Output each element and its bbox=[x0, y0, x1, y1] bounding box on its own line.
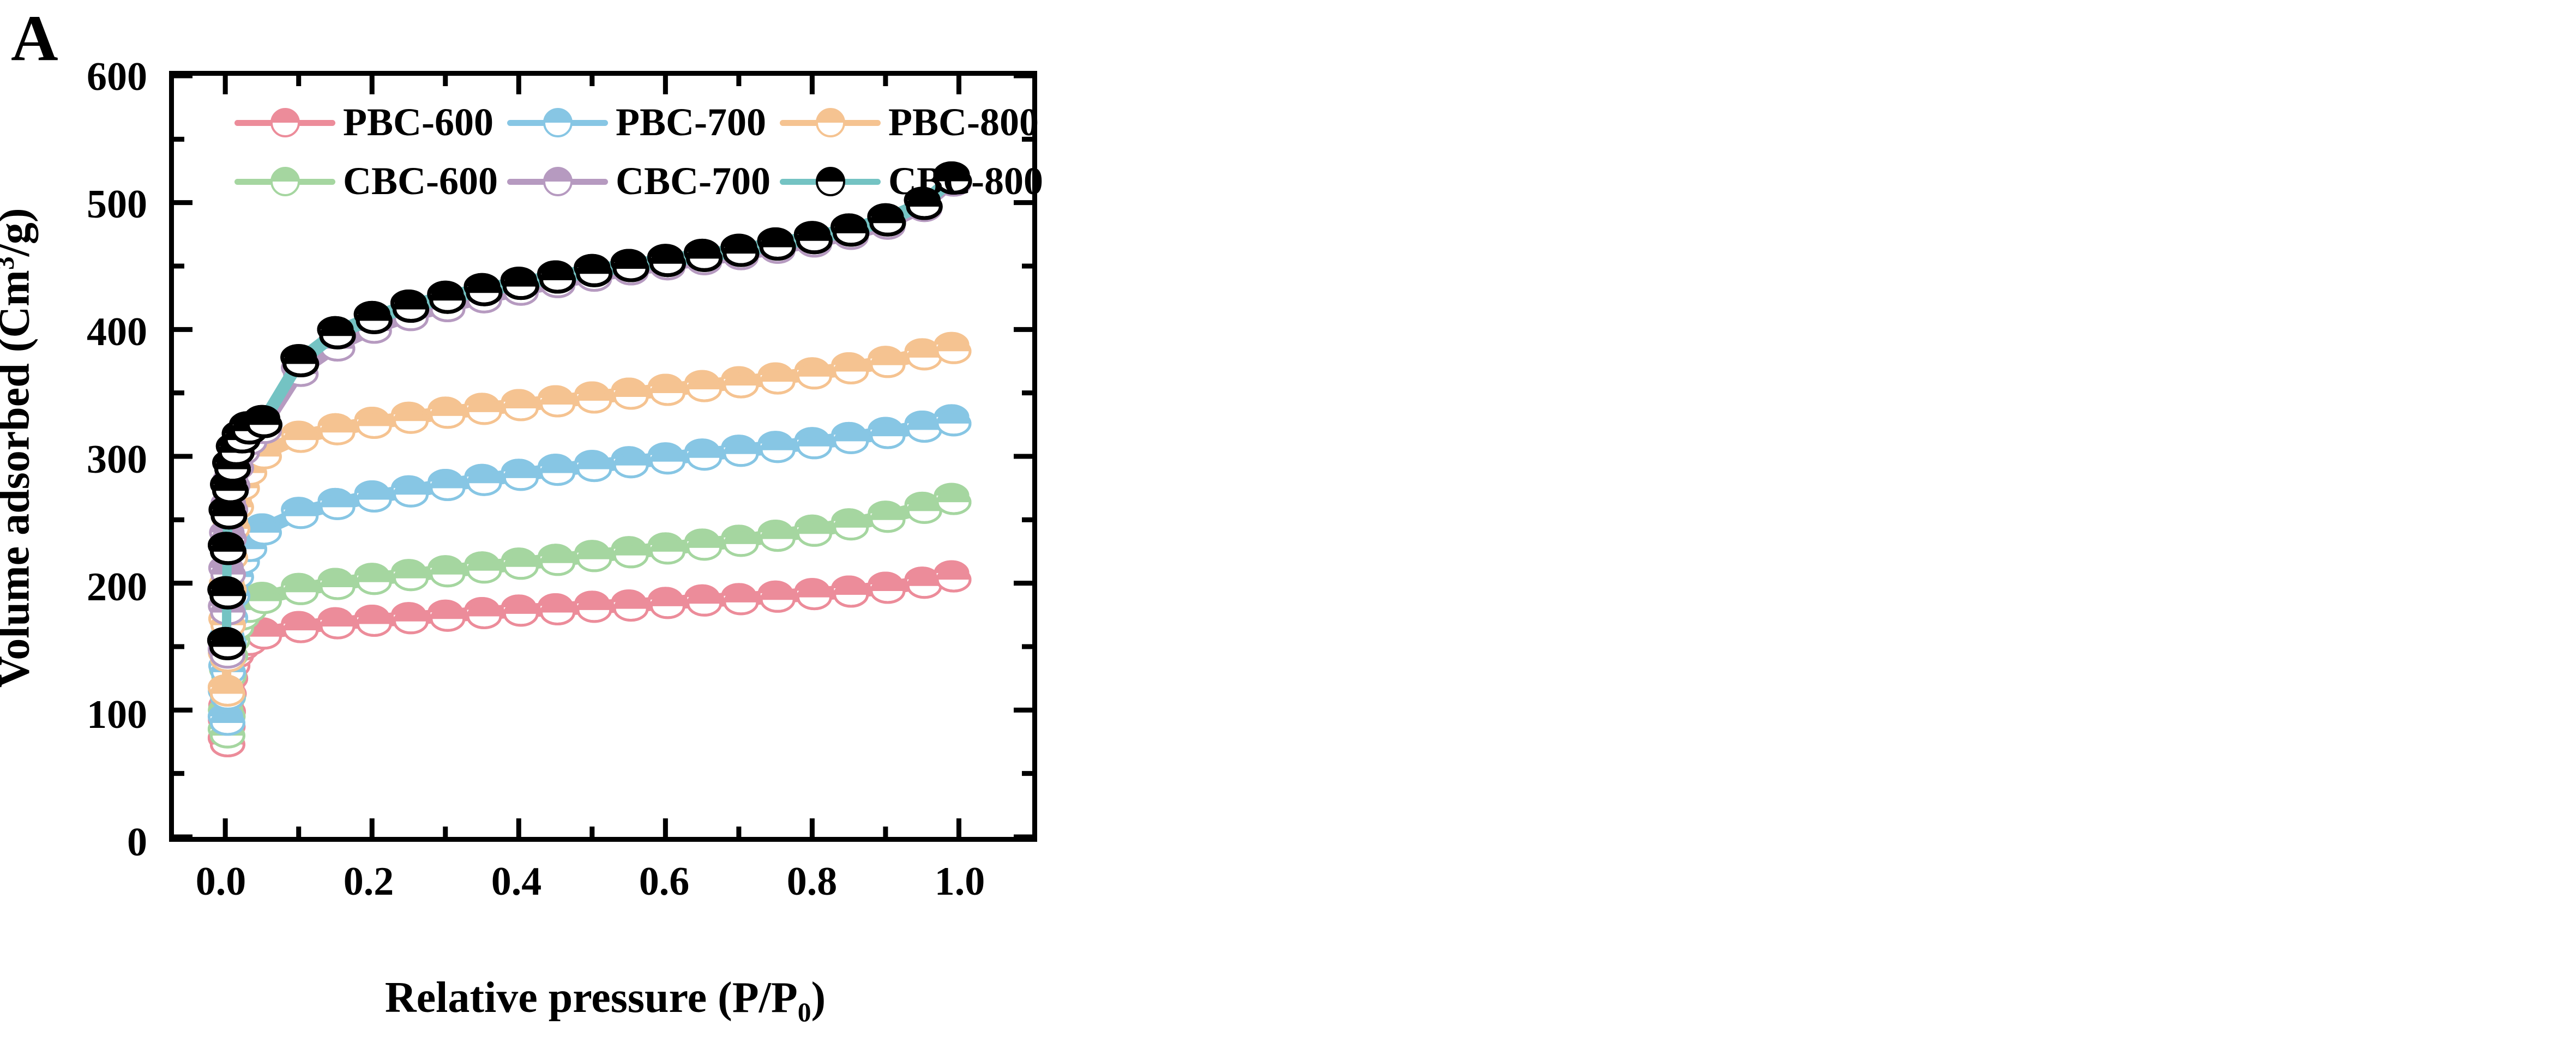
legend-a-item-cbc-600[interactable]: CBC-600 bbox=[234, 161, 507, 201]
panel-a-y-axis-title-main: Volume adsorbed (Cm bbox=[0, 270, 39, 688]
panel-a-y-axis-title-sup: 3 bbox=[0, 256, 20, 270]
legend-a-item-pbc-700[interactable]: PBC-700 bbox=[507, 103, 780, 142]
panel-a-x-axis-title-tail: ) bbox=[811, 974, 826, 1022]
panel-a-xtick-0.8: 0.8 bbox=[786, 859, 838, 904]
panel-a-letter: A bbox=[11, 2, 58, 74]
panel-a: A 0 100 200 300 400 500 600 0.0 0.2 0.4 … bbox=[0, 2, 1052, 1026]
panel-a-x-axis-title-main: Relative pressure (P/P bbox=[384, 974, 798, 1022]
legend-a-item-cbc-800[interactable]: CBC-800 bbox=[780, 161, 1052, 201]
legend-a-swatch-pbc-600 bbox=[234, 106, 335, 138]
panel-a-ytick-400: 400 bbox=[87, 310, 147, 354]
panel-a-xtick-0.2: 0.2 bbox=[343, 859, 394, 904]
panel-a-xtick-0.0: 0.0 bbox=[195, 859, 246, 904]
panel-a-svg bbox=[174, 76, 1032, 837]
panel-a-xtick-1.0: 1.0 bbox=[934, 859, 985, 904]
panel-a-x-axis-title: Relative pressure (P/P0) bbox=[305, 976, 905, 1026]
legend-a-item-cbc-700[interactable]: CBC-700 bbox=[507, 161, 780, 201]
panel-a-y-axis-title: Volume adsorbed (Cm3/g) bbox=[0, 120, 39, 775]
legend-a-swatch-cbc-800 bbox=[780, 165, 881, 197]
legend-a-item-pbc-600[interactable]: PBC-600 bbox=[234, 103, 507, 142]
legend-a-label-pbc-600: PBC-600 bbox=[343, 100, 493, 144]
panel-a-plot-area bbox=[169, 71, 1037, 842]
legend-a-swatch-cbc-600 bbox=[234, 165, 335, 197]
panel-a-ytick-200: 200 bbox=[87, 565, 147, 610]
panel-a-canvas bbox=[174, 76, 1032, 837]
legend-a-label-cbc-600: CBC-600 bbox=[343, 159, 498, 203]
panel-a-x-axis-title-sub: 0 bbox=[797, 997, 811, 1027]
panel-a-xtick-0.4: 0.4 bbox=[491, 859, 542, 904]
panel-a-ytick-600: 600 bbox=[87, 55, 147, 99]
panel-a-ytick-300: 300 bbox=[87, 437, 147, 482]
panel-a-legend: PBC-600 PBC-700 PBC-800 CBC-600 CBC-700 … bbox=[234, 93, 1052, 210]
panel-a-y-axis-title-tail: /g) bbox=[0, 208, 39, 257]
legend-a-label-pbc-700: PBC-700 bbox=[616, 100, 766, 144]
legend-a-swatch-pbc-800 bbox=[780, 106, 881, 138]
panel-a-xtick-0.6: 0.6 bbox=[639, 859, 690, 904]
legend-a-swatch-pbc-700 bbox=[507, 106, 608, 138]
legend-a-label-cbc-700: CBC-700 bbox=[616, 159, 771, 203]
panel-a-ytick-500: 500 bbox=[87, 182, 147, 227]
legend-a-swatch-cbc-700 bbox=[507, 165, 608, 197]
series-cbc-800 bbox=[207, 161, 972, 660]
series-pbc-800 bbox=[207, 331, 972, 707]
panel-a-ytick-0: 0 bbox=[127, 820, 147, 865]
legend-a-label-pbc-800: PBC-800 bbox=[888, 100, 1039, 144]
panel-a-ytick-100: 100 bbox=[87, 692, 147, 737]
legend-a-item-pbc-800[interactable]: PBC-800 bbox=[780, 103, 1052, 142]
legend-a-label-cbc-800: CBC-800 bbox=[888, 159, 1043, 203]
panel-b: B 0.0 0.2 0.4 0.6 0.8 1.0 1.2 1.4 1.6 0 … bbox=[1298, 0, 2576, 1043]
